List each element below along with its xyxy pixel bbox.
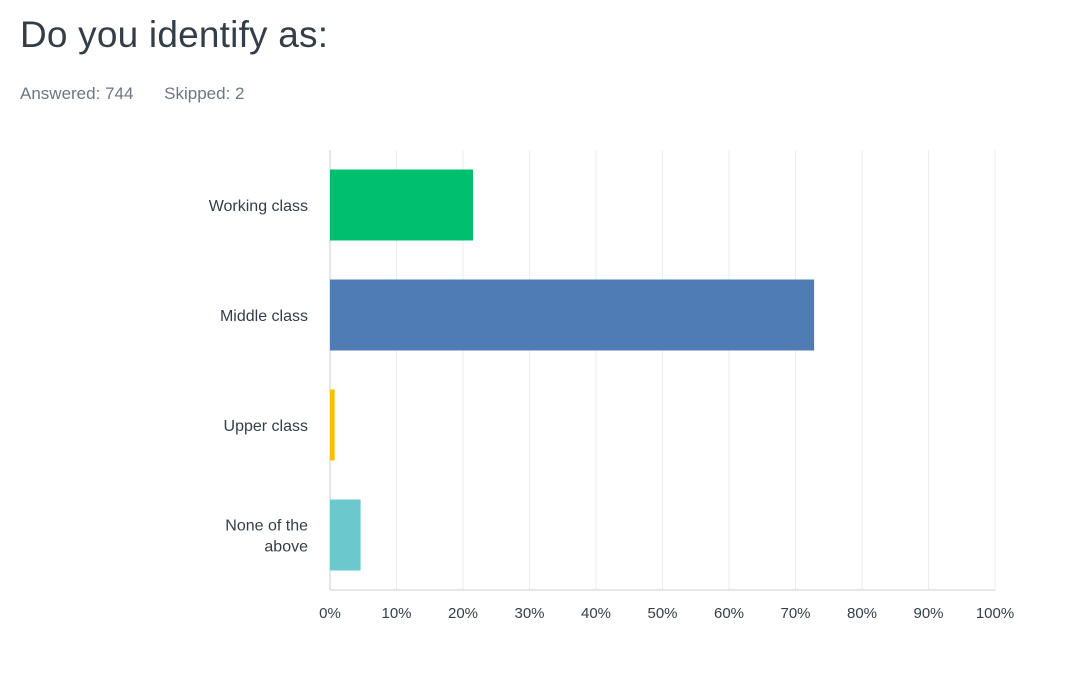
category-label: Middle class	[220, 308, 308, 325]
x-tick-label: 50%	[647, 605, 677, 622]
answered-count: Answered: 744	[20, 84, 134, 103]
x-tick-label: 0%	[319, 605, 341, 622]
category-label: Working class	[209, 198, 308, 215]
x-tick-label: 30%	[514, 605, 544, 622]
skipped-count: Skipped: 2	[164, 84, 245, 103]
bar	[330, 279, 815, 351]
x-tick-label: 60%	[714, 605, 744, 622]
x-tick-label: 90%	[913, 605, 943, 622]
x-tick-label: 20%	[448, 605, 478, 622]
question-title: Do you identify as:	[20, 14, 329, 55]
bar	[330, 499, 361, 571]
x-tick-label: 70%	[780, 605, 810, 622]
x-tick-label: 80%	[847, 605, 877, 622]
bar	[330, 169, 473, 241]
response-stats: Answered: 744 Skipped: 2	[20, 84, 244, 104]
bar	[330, 389, 335, 461]
x-tick-label: 10%	[381, 605, 411, 622]
category-label: Upper class	[224, 418, 308, 435]
category-label: None of the above	[225, 518, 308, 556]
x-tick-label: 40%	[581, 605, 611, 622]
x-tick-label: 100%	[976, 605, 1014, 622]
